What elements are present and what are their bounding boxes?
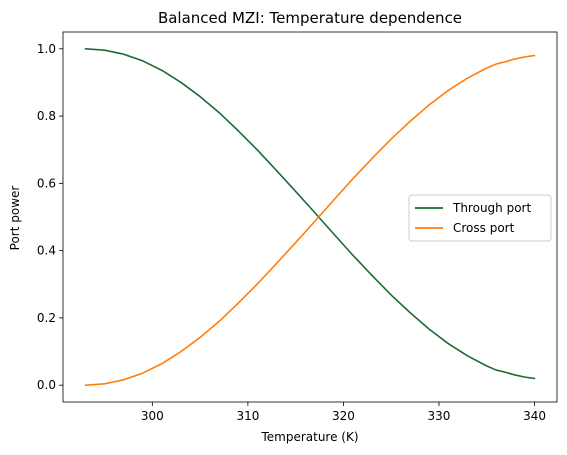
y-tick-label: 0.8 xyxy=(37,109,56,123)
x-axis-title: Temperature (K) xyxy=(260,430,358,444)
y-axis-title: Port power xyxy=(8,186,22,251)
y-tick-label: 0.2 xyxy=(37,311,56,325)
y-tick-label: 0.6 xyxy=(37,176,56,190)
y-tick-label: 1.0 xyxy=(37,42,56,56)
chart-title: Balanced MZI: Temperature dependence xyxy=(158,9,462,27)
x-tick-label: 310 xyxy=(236,409,259,423)
y-tick-label: 0.4 xyxy=(37,244,56,258)
x-tick-label: 320 xyxy=(332,409,355,423)
legend: Through port Cross port xyxy=(408,194,552,242)
x-tick-label: 340 xyxy=(523,409,546,423)
series-line-2 xyxy=(84,54,536,386)
legend-box xyxy=(408,194,552,242)
plot-area xyxy=(84,48,536,386)
y-axis: 0.0 0.2 0.4 0.6 0.8 1.0 xyxy=(37,42,63,392)
legend-label: Cross port xyxy=(453,221,515,235)
legend-label: Through port xyxy=(452,201,531,215)
x-tick-label: 300 xyxy=(141,409,164,423)
series-line-1 xyxy=(84,48,536,380)
x-axis: 300 310 320 330 340 xyxy=(141,402,546,423)
x-tick-label: 330 xyxy=(428,409,451,423)
plot-frame xyxy=(62,31,558,403)
y-tick-label: 0.0 xyxy=(37,378,56,392)
